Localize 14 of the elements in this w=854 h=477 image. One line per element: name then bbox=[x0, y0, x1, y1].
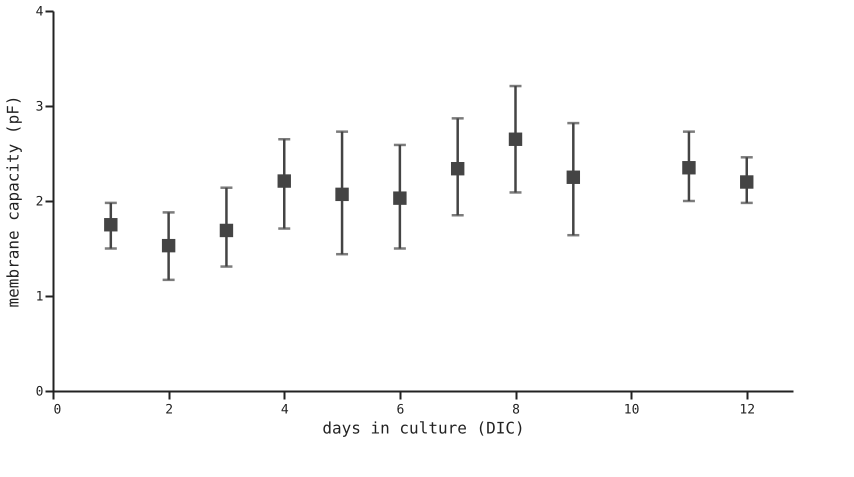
y-tick-label: 3 bbox=[36, 100, 44, 114]
y-tick-label: 4 bbox=[36, 4, 44, 20]
x-tick-label: 0 bbox=[54, 402, 62, 418]
x-axis-title: days in culture (DIC) bbox=[322, 418, 525, 438]
x-tick-label: 8 bbox=[512, 402, 520, 418]
x-tick-label: 2 bbox=[165, 402, 174, 418]
y-axis-title: membrane capacity (pF) bbox=[4, 96, 23, 308]
x-tick-label: 12 bbox=[739, 402, 756, 418]
y-tick-label: 0 bbox=[36, 384, 44, 400]
y-tick-label: 2 bbox=[36, 194, 44, 210]
y-tick-label: 1 bbox=[36, 290, 44, 304]
x-tick-label: 4 bbox=[280, 402, 289, 418]
x-tick-label: 10 bbox=[624, 402, 640, 418]
x-tick-label: 6 bbox=[396, 402, 404, 418]
